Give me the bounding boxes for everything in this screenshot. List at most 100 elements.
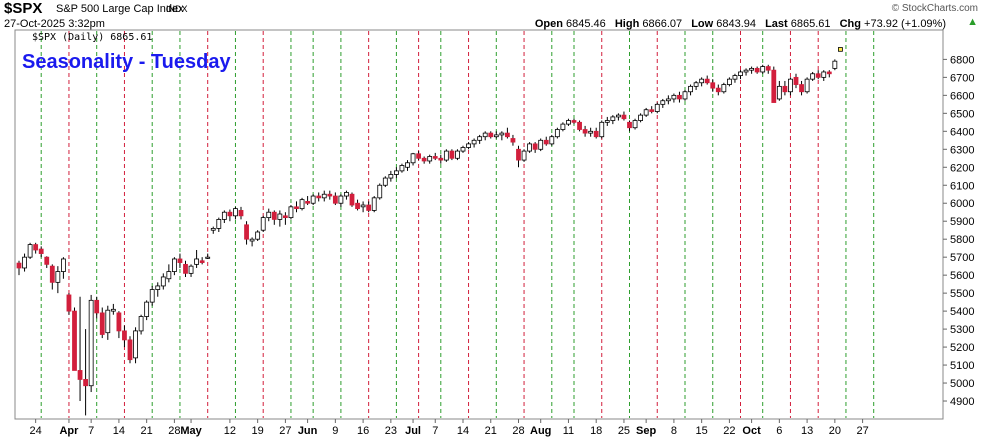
candle-body <box>210 228 216 231</box>
candle-body <box>627 121 632 129</box>
candle-body <box>410 153 416 164</box>
candle-body <box>649 109 655 112</box>
candle-body <box>815 73 821 78</box>
candle <box>105 305 111 340</box>
candles <box>16 47 843 416</box>
candle <box>443 149 449 162</box>
x-tick-label: 18 <box>590 425 602 437</box>
candle <box>621 111 627 121</box>
candle <box>616 113 621 121</box>
y-axis: 4900 5000 5100 5200 5300 5400 5500 5600 5700 5800… <box>943 54 974 408</box>
candle-body <box>188 265 194 274</box>
candle <box>77 296 83 402</box>
x-tick-label: 27 <box>279 425 291 437</box>
candle-body <box>416 153 422 159</box>
y-tick-label: 5800 <box>950 234 974 246</box>
candle <box>477 134 483 144</box>
candle-body <box>305 201 311 204</box>
candle <box>288 205 294 220</box>
candle-body <box>316 195 322 199</box>
candle <box>299 197 305 211</box>
candle-body <box>499 132 505 136</box>
candle <box>332 192 338 206</box>
candle-body <box>377 184 383 199</box>
open-label: Open <box>534 18 563 30</box>
candle-body <box>582 129 588 134</box>
candle <box>527 142 532 153</box>
candle-body <box>810 73 816 80</box>
y-tick-label: 5200 <box>950 342 974 354</box>
candle-body <box>721 84 727 93</box>
chart-title: Seasonality - Tuesday <box>22 51 231 73</box>
candle-body <box>699 78 705 84</box>
candle-body <box>382 177 388 186</box>
candle <box>493 131 499 139</box>
candle <box>449 149 455 161</box>
candle-body <box>399 165 405 172</box>
candle <box>838 47 843 52</box>
candle-body <box>388 174 394 179</box>
candle-body <box>166 271 172 280</box>
candle-body <box>194 258 200 265</box>
candle-body <box>560 123 566 130</box>
candle-body <box>116 312 122 332</box>
candle <box>810 71 816 81</box>
candle <box>538 138 544 152</box>
candle <box>543 136 549 146</box>
candle <box>49 264 55 290</box>
candle-body <box>55 271 61 283</box>
y-tick-label: 5500 <box>950 288 974 300</box>
candle-body <box>227 211 233 217</box>
x-tick-label: 28 <box>168 425 180 437</box>
candle <box>460 145 466 153</box>
candle <box>432 152 438 161</box>
low-value: 6843.94 <box>716 18 757 30</box>
candle <box>765 64 771 74</box>
candle-body <box>432 156 438 159</box>
candle-body <box>477 136 483 141</box>
candle <box>277 210 283 227</box>
x-tick-label: 11 <box>563 425 574 437</box>
candle-body <box>466 143 471 148</box>
ticker-symbol: $SPX <box>4 0 43 17</box>
candle-body <box>743 69 749 73</box>
candle-body <box>310 195 316 204</box>
y-tick-label: 5100 <box>950 360 974 372</box>
candle <box>116 311 122 339</box>
y-tick-label: 5300 <box>950 324 974 336</box>
candle <box>821 70 827 81</box>
candle <box>721 82 727 94</box>
candle-body <box>804 78 810 93</box>
candle-body <box>33 244 39 251</box>
candle <box>171 257 177 276</box>
candle-body <box>77 370 83 380</box>
candle-body <box>205 256 211 259</box>
candle-body <box>288 206 294 219</box>
x-tick-label: 6 <box>776 425 782 437</box>
candle <box>238 206 244 220</box>
candle <box>455 149 460 161</box>
candle-body <box>838 47 843 52</box>
candle <box>371 196 377 213</box>
last-label: Last <box>765 18 788 30</box>
candle <box>654 102 660 114</box>
y-tick-label: 5600 <box>950 270 974 282</box>
candle <box>571 118 577 125</box>
candle-body <box>782 85 788 93</box>
candle <box>632 118 638 130</box>
y-tick-label: 6000 <box>950 198 974 210</box>
candle <box>349 192 355 207</box>
candle <box>826 70 832 78</box>
candle <box>815 70 821 80</box>
candle-body <box>271 211 277 220</box>
candle-body <box>654 103 660 112</box>
last-value: 6865.61 <box>790 18 831 30</box>
candle-body <box>393 170 399 175</box>
up-triangle-icon: ▲ <box>967 16 978 28</box>
candle <box>210 226 216 234</box>
candle <box>416 151 422 161</box>
candle <box>804 77 810 94</box>
x-month-label: Jul <box>405 425 421 437</box>
candle <box>688 84 693 96</box>
